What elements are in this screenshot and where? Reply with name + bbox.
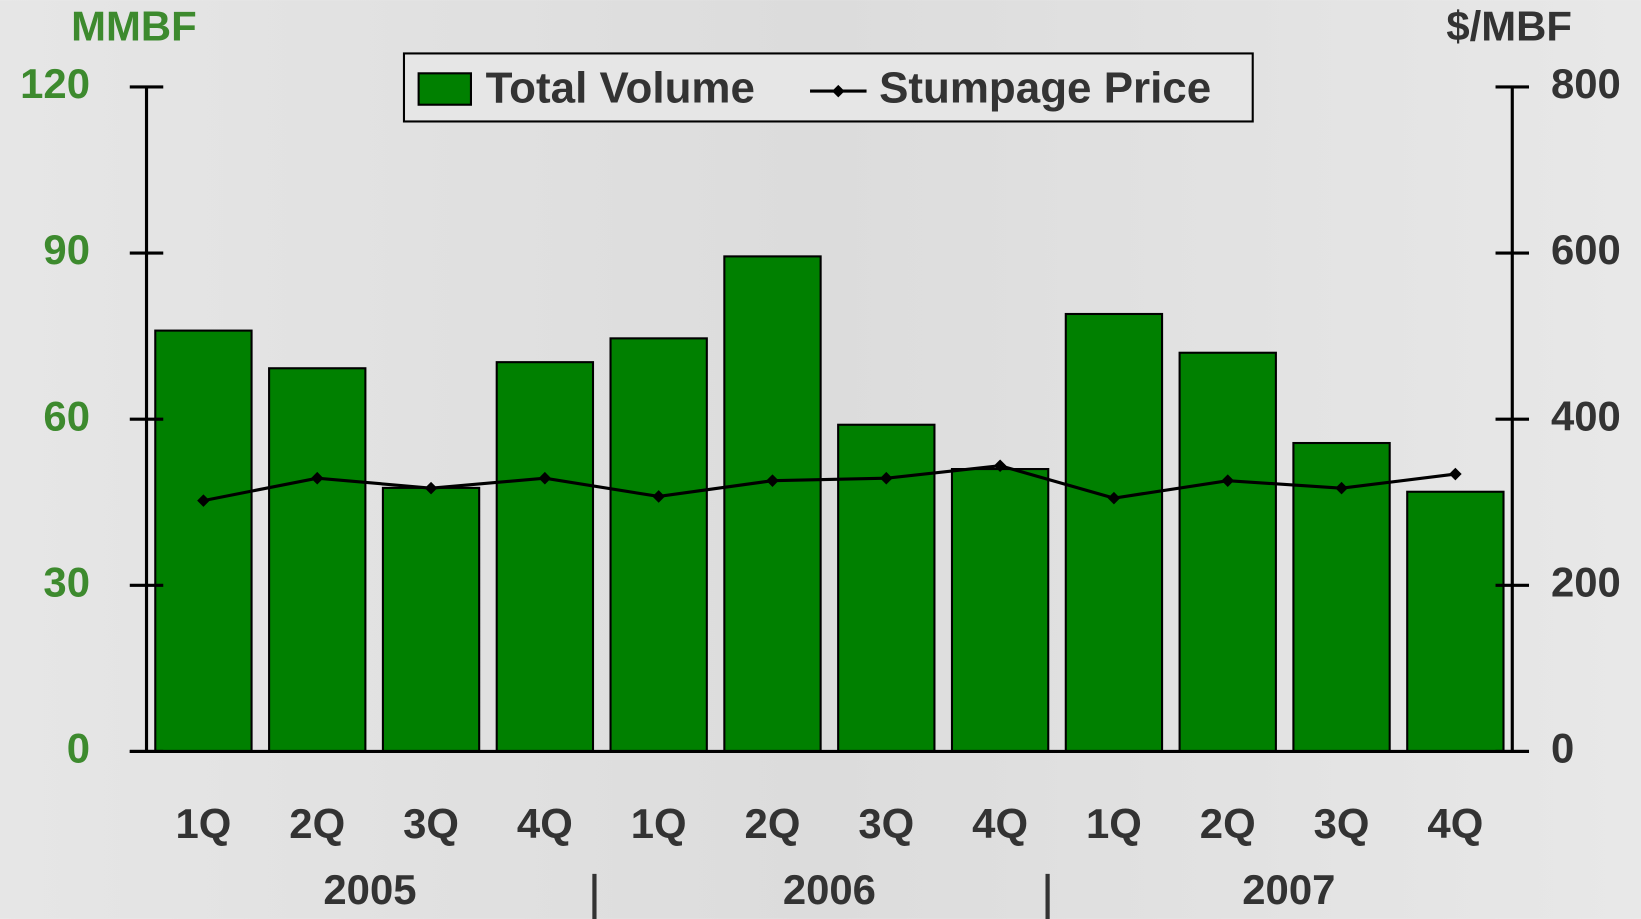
y-tick-label: 90 [43,226,90,273]
bar [723,255,822,753]
x-tick-label: 3Q [403,800,459,847]
line-marker [766,474,779,487]
bar [950,468,1050,753]
x-tick-label: 2Q [1200,800,1256,847]
line-marker [652,490,665,503]
y-tick-label: 0 [67,725,90,772]
y2-tick-label: 600 [1551,226,1621,273]
x-tick-label: 1Q [631,800,687,847]
line-marker [1221,474,1235,487]
x-tick-label: 4Q [972,800,1028,847]
x-tick-label: 1Q [1086,800,1142,847]
bar [268,367,367,753]
bar [1064,312,1164,753]
y-tick-label: 120 [20,60,90,107]
line-marker [1449,467,1462,481]
bar [1178,351,1277,753]
x-tick-label: 2Q [745,800,801,847]
bar [609,337,708,753]
y2-tick-label: 800 [1551,60,1621,107]
bar [381,486,481,753]
y2-unit-label: $/MBF [1446,2,1572,49]
line [203,464,1456,503]
legend-marker [832,84,845,98]
legend-box [402,52,1254,123]
legend-label: Stumpage Price [879,64,1211,113]
y-tick-label: 60 [43,392,90,439]
x-tick-label: 3Q [858,800,914,847]
y-unit-label: MMBF [71,2,197,49]
line-marker [1107,491,1121,505]
y2-tick-label: 0 [1551,725,1574,772]
bar [1406,490,1505,753]
line-marker [424,481,438,495]
legend-swatch [417,72,472,106]
year-label: 2007 [1242,866,1335,913]
x-tick-label: 2Q [289,800,345,847]
x-tick-label: 1Q [176,800,232,847]
x-tick-label: 4Q [1427,800,1483,847]
line-marker [197,494,210,507]
line-marker [880,471,893,485]
line-marker [993,459,1007,473]
bar [154,329,253,753]
line-marker [310,471,324,485]
x-tick-label: 4Q [517,800,573,847]
x-tick-label: 3Q [1314,800,1370,847]
line-marker [1335,481,1348,495]
y-tick-label: 30 [43,558,90,605]
legend-label: Total Volume [486,64,755,113]
y2-tick-label: 200 [1551,558,1621,605]
year-label: 2006 [783,866,876,913]
y2-tick-label: 400 [1551,392,1621,439]
bar [495,361,595,753]
year-label: 2005 [323,866,416,913]
line-marker [538,471,552,485]
